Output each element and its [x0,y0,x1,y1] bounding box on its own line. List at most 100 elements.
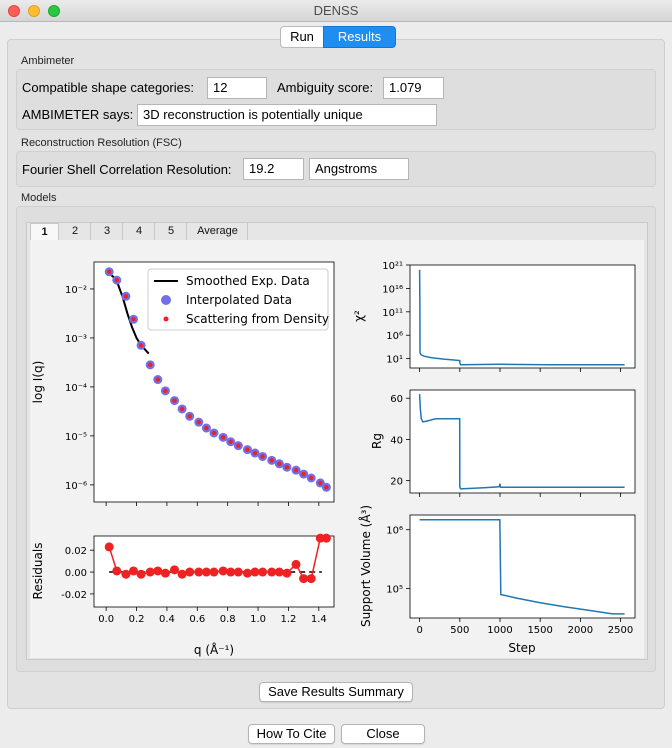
model-tab-average[interactable]: Average [188,223,248,240]
q-xlabel: q (Å⁻¹) [194,642,234,657]
residuals-line [108,537,327,580]
minimize-window-button[interactable] [28,5,40,17]
residual-point [291,559,301,569]
volume-x-tick-label: 1500 [527,625,552,636]
residual-point [145,567,155,577]
residuals-y-tick-label: 0.02 [65,546,87,557]
residual-point [194,567,204,577]
density-point [179,406,185,412]
categories-label: Compatible shape categories: [22,80,194,95]
how-to-cite-button[interactable]: How To Cite [248,724,335,744]
residuals-x-tick-label: 1.4 [311,614,327,625]
zoom-window-button[interactable] [48,5,60,17]
close-window-button[interactable] [8,5,20,17]
density-point [228,439,233,444]
density-point [301,471,306,477]
legend-interp-label: Interpolated Data [186,293,292,307]
fsc-value-field[interactable]: 19.2 [243,158,304,180]
density-point [196,419,202,425]
chi2-y-tick-label: 10¹ [386,355,403,366]
volume-y-tick-label: 10⁵ [386,585,403,596]
legend-density-label: Scattering from Density [186,312,329,326]
residual-point [299,574,309,584]
residual-point [233,567,243,577]
rg-line [418,394,625,490]
chi2-plot-frame [409,264,636,369]
residuals-x-tick-label: 0.4 [159,614,175,625]
model-tab-3[interactable]: 3 [92,223,123,240]
density-point [106,269,112,274]
density-point [148,362,153,368]
legend-interp-swatch [161,295,171,305]
residual-point [258,567,268,577]
support-volume-ylabel: Support Volume (Å³) [358,505,373,627]
ambiguity-label: Ambiguity score: [277,80,374,95]
rg-plot: 20 40 60 Rg [370,389,636,497]
support-volume-plot: 10⁵ 10⁶ 0 500 1000 1500 2000 2500 Support Volu… [358,505,636,655]
residuals-x-tick-label: 1.2 [280,614,296,625]
rg-y-tick-label: 60 [390,394,403,405]
fsc-label: Fourier Shell Correlation Resolution: [22,162,232,177]
residual-point [250,567,260,577]
model-tab-5[interactable]: 5 [156,223,187,240]
residuals-y-tick-label: 0.00 [65,568,87,579]
residual-point [201,567,211,577]
residual-point [128,566,138,576]
model-tab-1[interactable]: 1 [30,223,59,240]
chi2-plot: 10¹ 10⁶ 10¹¹ 10¹⁶ 10²¹ χ² [352,261,636,372]
residual-point [218,566,228,576]
support-volume-plot-frame [409,514,636,619]
density-point [252,450,258,456]
residuals-x-tick-label: 0.8 [220,614,236,625]
chi2-y-tick-label: 10¹⁶ [382,284,403,295]
residuals-x-tick-label: 0.2 [129,614,145,625]
volume-x-tick-label: 1000 [487,625,512,636]
ambimeter-section-label: Ambimeter [21,55,75,67]
chi2-y-tick-label: 10¹¹ [382,308,403,319]
density-point [277,461,282,466]
residual-point [185,567,195,577]
model-tab-2[interactable]: 2 [60,223,91,240]
legend-density-swatch [163,316,169,322]
density-point [324,485,329,490]
volume-x-tick-label: 2500 [608,625,633,636]
run-tab[interactable]: Run [280,26,324,48]
ambiguity-field[interactable]: 1.079 [383,77,444,99]
residuals-y-tick-label: -0.02 [61,590,87,601]
density-point [172,398,177,403]
save-results-summary-button[interactable]: Save Results Summary [259,682,413,702]
density-point [236,443,241,448]
density-point [260,454,265,459]
volume-y-tick-label: 10⁶ [386,526,403,537]
intensity-y-tick-label: 10⁻⁵ [65,432,87,443]
residuals-x-tick-label: 0.6 [189,614,205,625]
residual-point [267,567,277,577]
support-volume-line [419,518,625,615]
volume-x-tick-label: 500 [450,625,469,636]
density-point [220,435,226,440]
volume-x-tick-label: 2000 [568,625,593,636]
title-bar [0,0,672,22]
ambimeter-says-field[interactable]: 3D reconstruction is potentially unique [137,104,437,126]
residual-point [170,565,180,575]
residual-point [121,569,131,579]
density-point [284,465,290,470]
step-xlabel: Step [508,641,535,655]
results-tab[interactable]: Results [323,26,396,48]
categories-field[interactable]: 12 [207,77,267,99]
density-point [131,317,136,322]
residual-point [177,569,187,579]
legend-smoothed-label: Smoothed Exp. Data [186,274,310,288]
density-point [269,458,274,463]
residual-point [242,568,252,578]
ambimeter-says-label: AMBIMETER says: [22,107,134,122]
window-title: DENSS [313,3,359,18]
density-point [245,447,250,452]
intensity-plot: 10⁻⁶ 10⁻⁵ 10⁻⁴ 10⁻³ 10⁻² log I(q) Smoothed E… [31,261,335,506]
residual-point [160,568,170,578]
residual-point [321,533,331,543]
model-tab-4[interactable]: 4 [124,223,155,240]
fsc-unit-field[interactable]: Angstroms [309,158,409,180]
close-button[interactable]: Close [341,724,425,744]
chi2-line [418,269,625,366]
